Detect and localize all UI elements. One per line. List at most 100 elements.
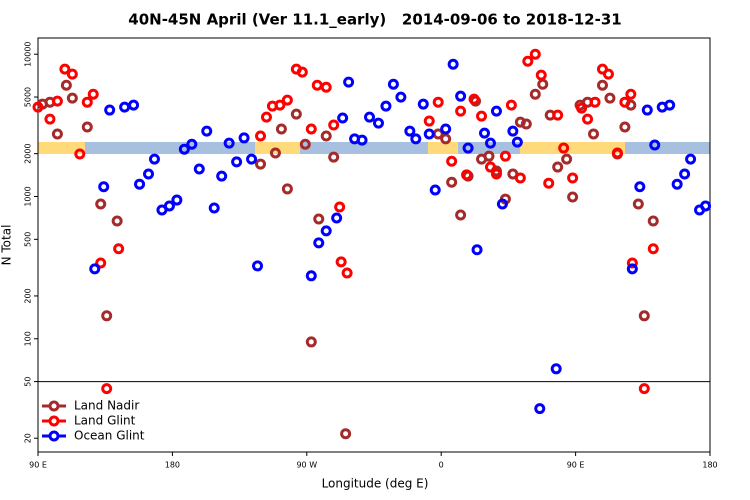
point xyxy=(550,363,562,375)
legend-marker xyxy=(48,415,60,427)
point xyxy=(331,212,343,224)
point xyxy=(446,176,458,188)
y-tick-label: 100 xyxy=(24,331,33,346)
point xyxy=(589,96,601,108)
point xyxy=(638,383,650,395)
point xyxy=(380,100,392,112)
point xyxy=(484,137,496,149)
point xyxy=(468,93,480,105)
point xyxy=(576,102,588,114)
point xyxy=(543,177,555,189)
point xyxy=(596,79,608,91)
point xyxy=(81,121,93,133)
legend-marker xyxy=(48,400,60,412)
point xyxy=(89,263,101,275)
point xyxy=(429,184,441,196)
point xyxy=(275,123,287,135)
point xyxy=(274,99,286,111)
point xyxy=(632,198,644,210)
plot-frame xyxy=(37,37,711,453)
legend-marker xyxy=(48,430,60,442)
point xyxy=(634,181,646,193)
point xyxy=(395,91,407,103)
point xyxy=(534,403,546,415)
point xyxy=(647,215,659,227)
point xyxy=(148,153,160,165)
chart-title: 40N-45N April (Ver 11.1_early) 2014-09-0… xyxy=(128,11,621,29)
point xyxy=(101,310,113,322)
point xyxy=(134,178,146,190)
point xyxy=(611,147,623,159)
point xyxy=(700,200,712,212)
point xyxy=(104,104,116,116)
point xyxy=(567,172,579,184)
point xyxy=(561,153,573,165)
point xyxy=(113,243,125,255)
y-tick-label: 2000 xyxy=(24,143,33,163)
point xyxy=(641,104,653,116)
point xyxy=(626,257,638,269)
point xyxy=(269,147,281,159)
point xyxy=(649,139,661,151)
y-tick-label: 5000 xyxy=(24,87,33,107)
legend-label: Land Glint xyxy=(74,414,136,428)
y-tick-label: 10000 xyxy=(24,41,33,66)
point xyxy=(476,110,488,122)
point xyxy=(290,108,302,120)
point xyxy=(372,117,384,129)
point xyxy=(98,181,110,193)
point xyxy=(328,151,340,163)
y-axis-label: N Total xyxy=(0,225,14,266)
point xyxy=(440,133,452,145)
point xyxy=(341,267,353,279)
y-tick-label: 500 xyxy=(24,232,33,247)
point xyxy=(128,99,140,111)
ocean-band xyxy=(625,142,710,154)
point xyxy=(87,88,99,100)
land-band xyxy=(38,142,85,154)
point xyxy=(625,88,637,100)
point xyxy=(490,105,502,117)
point xyxy=(340,428,352,440)
point xyxy=(535,69,547,81)
ocean-band xyxy=(300,142,428,154)
x-tick-label: 90 E xyxy=(29,461,47,470)
point xyxy=(231,156,243,168)
point xyxy=(604,92,616,104)
point xyxy=(186,138,198,150)
point xyxy=(522,55,534,67)
point xyxy=(299,138,311,150)
point xyxy=(356,134,368,146)
point xyxy=(320,81,332,93)
point xyxy=(446,155,458,167)
point xyxy=(602,68,614,80)
point xyxy=(255,158,267,170)
series xyxy=(32,48,659,395)
point xyxy=(246,153,258,165)
point xyxy=(511,136,523,148)
point xyxy=(455,105,467,117)
x-axis-label: Longitude (deg E) xyxy=(322,477,429,491)
point xyxy=(60,79,72,91)
point xyxy=(95,198,107,210)
x-tick-label: 0 xyxy=(439,461,444,470)
surface-band xyxy=(38,142,710,154)
point xyxy=(423,128,435,140)
point xyxy=(417,98,429,110)
point xyxy=(337,112,349,124)
point xyxy=(490,168,502,180)
land-band xyxy=(428,142,458,154)
point xyxy=(334,201,346,213)
point xyxy=(66,68,78,80)
point xyxy=(685,153,697,165)
y-tick-label: 200 xyxy=(24,288,33,303)
y-tick-label: 20 xyxy=(24,433,33,443)
point xyxy=(410,133,422,145)
point xyxy=(664,99,676,111)
point xyxy=(432,96,444,108)
point xyxy=(238,132,250,144)
point xyxy=(619,121,631,133)
point xyxy=(440,123,452,135)
point xyxy=(101,383,113,395)
point xyxy=(208,202,220,214)
